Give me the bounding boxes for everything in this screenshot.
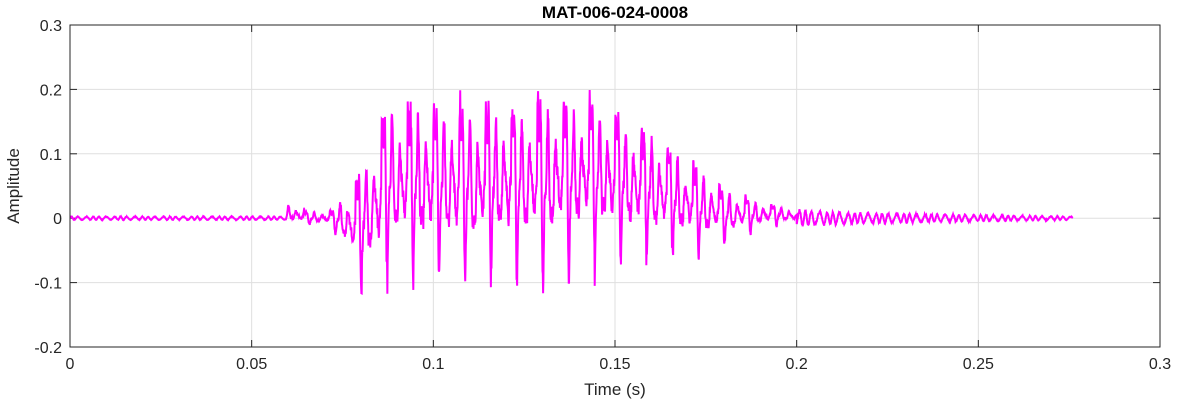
y-tick-label: -0.1 xyxy=(34,276,62,293)
y-tick-labels: -0.2 -0.1 0 0.1 0.2 0.3 xyxy=(34,18,62,357)
y-axis-label: Amplitude xyxy=(4,148,23,224)
y-tick-label: -0.2 xyxy=(34,340,62,357)
x-tick-label: 0.25 xyxy=(963,356,994,373)
chart-title: MAT-006-024-0008 xyxy=(542,3,688,22)
y-tick-label: 0.3 xyxy=(40,18,62,35)
x-tick-label: 0.2 xyxy=(786,356,808,373)
x-tick-label: 0 xyxy=(66,356,75,373)
x-tick-label: 0.05 xyxy=(236,356,267,373)
y-tick-label: 0.2 xyxy=(40,82,62,99)
y-tick-label: 0 xyxy=(53,211,62,228)
y-tick-label: 0.1 xyxy=(40,147,62,164)
x-axis-label: Time (s) xyxy=(584,380,646,399)
plot-frame xyxy=(69,24,1161,348)
x-tick-label: 0.1 xyxy=(422,356,444,373)
x-tick-label: 0.15 xyxy=(599,356,630,373)
x-tick-labels: 0 0.05 0.1 0.15 0.2 0.25 0.3 xyxy=(66,356,1172,373)
amplitude-waveform-line xyxy=(70,90,1074,295)
x-tick-label: 0.3 xyxy=(1149,356,1171,373)
